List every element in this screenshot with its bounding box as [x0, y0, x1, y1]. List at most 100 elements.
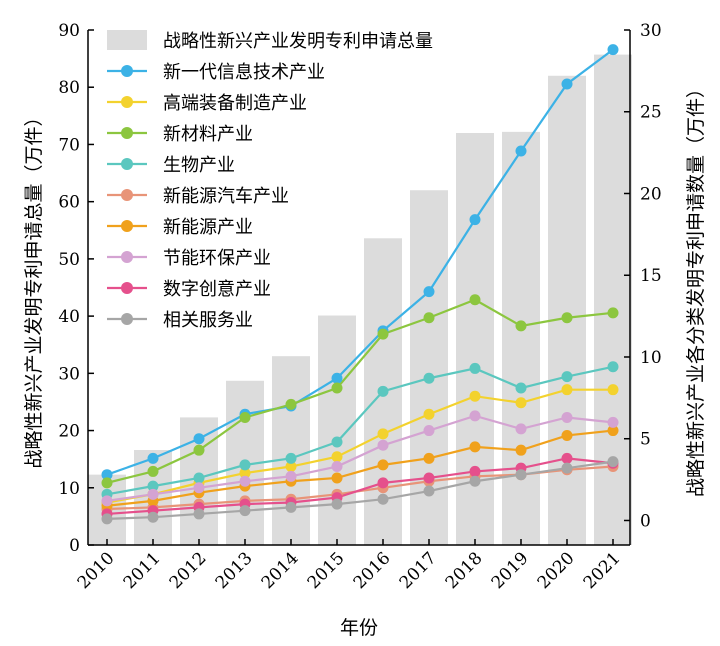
y-right-tick-label: 10 — [640, 348, 662, 368]
point-0-2012 — [193, 433, 205, 445]
legend-marker-1 — [121, 96, 133, 108]
x-tick-label: 2014 — [258, 548, 303, 593]
y-left-tick-label: 40 — [58, 307, 80, 327]
y-left-tick-label: 70 — [58, 135, 80, 155]
point-8-2017 — [423, 485, 435, 497]
legend-marker-2 — [121, 127, 133, 139]
y-right-tick-label: 20 — [640, 184, 662, 204]
point-0-2021 — [607, 44, 619, 56]
x-tick-label: 2016 — [350, 548, 395, 593]
legend-marker-3 — [121, 158, 133, 170]
legend-label-3: 生物产业 — [163, 155, 235, 176]
point-3-2019 — [515, 382, 527, 394]
point-0-2018 — [469, 214, 481, 226]
series-line-7 — [106, 457, 614, 516]
y-right-tick-label: 30 — [640, 21, 662, 41]
point-5-2017 — [423, 452, 435, 464]
point-3-2020 — [561, 371, 573, 383]
point-8-2010 — [101, 513, 113, 525]
point-0-2010 — [101, 469, 113, 481]
y-right-tick-label: 5 — [640, 430, 651, 450]
point-2-2012 — [193, 444, 205, 456]
point-1-2016 — [377, 428, 389, 440]
point-6-2021 — [607, 416, 619, 428]
legend: 战略性新兴产业发明专利申请总量新一代信息技术产业高端装备制造产业新材料产业生物产… — [107, 30, 433, 331]
point-6-2013 — [239, 475, 251, 487]
point-0-2019 — [515, 145, 527, 157]
y-right-tick-label: 0 — [640, 511, 651, 531]
point-5-2016 — [377, 459, 389, 471]
x-tick-label: 2017 — [396, 548, 441, 593]
series-line-3 — [106, 365, 614, 496]
point-3-2013 — [239, 459, 251, 471]
lines-layer — [101, 44, 619, 525]
point-8-2021 — [607, 456, 619, 468]
point-3-2015 — [331, 436, 343, 448]
x-tick-label: 2013 — [212, 548, 257, 593]
point-3-2017 — [423, 372, 435, 384]
y-left-tick-label: 50 — [58, 250, 80, 270]
point-5-2021 — [607, 425, 619, 437]
point-6-2014 — [285, 470, 297, 482]
point-6-2016 — [377, 439, 389, 451]
y-left-axis-title: 战略性新兴产业发明专利申请总量（万件） — [23, 107, 45, 468]
y-right-axis-title: 战略性新兴产业各分类发明专利申请数量（万件） — [685, 79, 707, 497]
point-3-2021 — [607, 361, 619, 373]
point-1-2013 — [239, 467, 251, 479]
series-line-8 — [106, 460, 614, 520]
point-6-2011 — [147, 488, 159, 500]
point-3-2011 — [147, 480, 159, 492]
point-8-2018 — [469, 475, 481, 487]
point-0-2017 — [423, 286, 435, 298]
legend-marker-8 — [121, 313, 133, 325]
bar-2014 — [272, 356, 310, 545]
point-3-2016 — [377, 385, 389, 397]
point-7-2020 — [561, 452, 573, 464]
y-left-tick-label: 0 — [69, 536, 80, 556]
point-5-2019 — [515, 444, 527, 456]
point-2-2021 — [607, 307, 619, 319]
y-left-tick-label: 10 — [58, 479, 80, 499]
x-axis-title: 年份 — [340, 617, 378, 639]
point-1-2019 — [515, 397, 527, 409]
y-right-tick-label: 25 — [640, 103, 662, 123]
point-2-2015 — [331, 382, 343, 394]
x-tick-label: 2021 — [580, 548, 625, 593]
legend-label-7: 数字创意产业 — [163, 279, 271, 300]
legend-label-0: 新一代信息技术产业 — [163, 62, 325, 83]
point-5-2015 — [331, 472, 343, 484]
legend-marker-0 — [121, 65, 133, 77]
legend-marker-7 — [121, 282, 133, 294]
point-7-2016 — [377, 477, 389, 489]
point-0-2020 — [561, 78, 573, 90]
point-6-2012 — [193, 482, 205, 494]
point-3-2012 — [193, 472, 205, 484]
point-1-2021 — [607, 384, 619, 396]
point-2-2018 — [469, 294, 481, 306]
series-line-5 — [106, 429, 614, 507]
point-1-2015 — [331, 451, 343, 463]
series-line-2 — [106, 298, 614, 484]
point-1-2018 — [469, 390, 481, 402]
legend-label-2: 新材料产业 — [163, 124, 253, 145]
y-left-tick-label: 60 — [58, 193, 80, 213]
x-tick-label: 2012 — [166, 548, 211, 593]
point-3-2018 — [469, 362, 481, 374]
point-8-2014 — [285, 501, 297, 513]
legend-marker-5 — [121, 220, 133, 232]
bar-2019 — [502, 131, 540, 545]
x-tick-label: 2018 — [442, 548, 487, 593]
point-8-2019 — [515, 469, 527, 481]
point-8-2020 — [561, 462, 573, 474]
point-6-2017 — [423, 425, 435, 437]
point-0-2011 — [147, 452, 159, 464]
y-left-tick-label: 30 — [58, 364, 80, 384]
legend-label-8: 相关服务业 — [163, 310, 253, 331]
point-1-2020 — [561, 384, 573, 396]
legend-label-4: 新能源汽车产业 — [163, 186, 289, 207]
legend-marker-4 — [121, 189, 133, 201]
point-6-2010 — [101, 495, 113, 507]
point-6-2015 — [331, 461, 343, 473]
point-0-2015 — [331, 372, 343, 384]
point-2-2017 — [423, 312, 435, 324]
